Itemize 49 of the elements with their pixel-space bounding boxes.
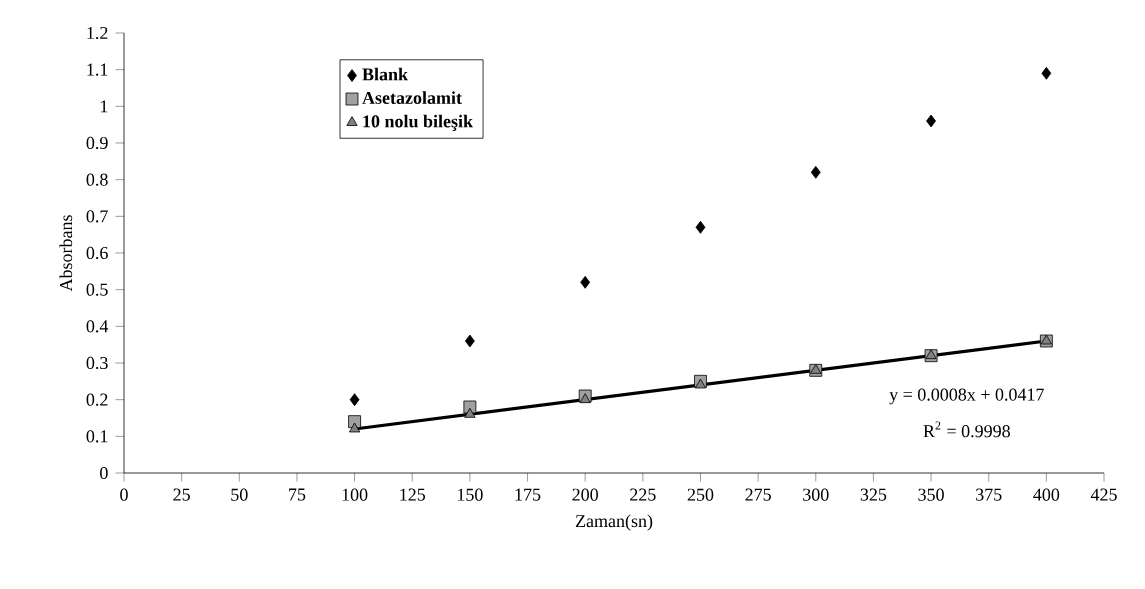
y-tick-label: 0.3 <box>86 356 108 370</box>
x-tick-label: 150 <box>457 488 483 501</box>
point <box>694 378 707 389</box>
x-tick-label: 50 <box>231 488 248 501</box>
x-tick-label: 300 <box>803 488 829 501</box>
x-tick-label: 125 <box>400 488 426 501</box>
legend-label: Blank <box>362 67 408 81</box>
x-tick-label: 25 <box>173 488 190 501</box>
y-tick-label: 1.1 <box>87 63 108 76</box>
point <box>579 393 591 404</box>
point <box>464 334 475 348</box>
x-tick-label: 225 <box>630 488 656 501</box>
point <box>349 422 361 433</box>
y-tick-label: 0.1 <box>86 430 108 443</box>
annotation: R$^{2}$ = 0.9998 <box>923 421 1010 438</box>
point <box>926 114 936 128</box>
x-tick-label: 375 <box>976 488 1002 501</box>
x-tick-label: 350 <box>918 488 944 501</box>
point <box>580 275 591 289</box>
point <box>810 165 821 179</box>
y-tick-label: 0 <box>100 466 108 480</box>
y-tick-label: 1.2 <box>87 26 108 40</box>
x-tick-label: 200 <box>572 488 598 501</box>
x-tick-label: 0 <box>120 488 128 501</box>
x-tick-label: 100 <box>342 488 368 501</box>
x-tick-label: 75 <box>289 488 306 501</box>
x-tick-label: 425 <box>1090 488 1117 501</box>
x-tick-label: 400 <box>1033 488 1060 501</box>
y-tick-label: 0.9 <box>86 136 108 150</box>
y-tick-label: 0.5 <box>86 283 108 296</box>
legend-label: 10 nolu bileşik <box>363 114 473 131</box>
y-tick-label: 0.4 <box>86 320 109 333</box>
x-tick-label: 275 <box>745 488 771 501</box>
point <box>464 407 476 418</box>
annotation: y = 0.0008x + 0.0417 <box>889 388 1044 405</box>
y-tick-label: 0.8 <box>86 173 108 186</box>
x-tick-label: 325 <box>860 488 887 501</box>
x-tick-label: 175 <box>515 488 541 501</box>
point <box>349 393 360 407</box>
x-tick-label: 250 <box>687 488 714 501</box>
y-tick-label: 0.7 <box>86 210 108 223</box>
y-axis-title: Absorbans <box>59 215 73 292</box>
y-tick-label: 0.6 <box>86 246 108 260</box>
legend-label: Asetazolamit <box>362 91 462 104</box>
x-axis-title: Zaman(sn) <box>575 514 653 531</box>
point <box>695 220 706 234</box>
point <box>1041 66 1052 80</box>
y-tick-label: 1 <box>100 100 108 113</box>
y-tick-label: 0.2 <box>86 393 108 406</box>
